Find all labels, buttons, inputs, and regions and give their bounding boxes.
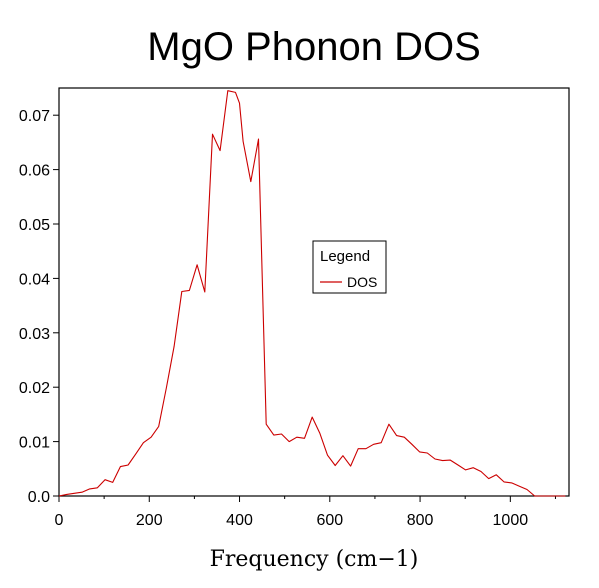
y-tick-label: 0.03 <box>19 326 50 343</box>
x-tick-label: 800 <box>407 512 434 529</box>
x-tick-label: 600 <box>316 512 343 529</box>
x-tick-label: 0 <box>55 512 64 529</box>
y-axis: 0.0 0.01 0.02 0.03 0.04 0.05 0.06 0.07 <box>19 108 59 506</box>
x-tick-label: 1000 <box>493 512 529 529</box>
y-tick-label: 0.07 <box>19 108 50 125</box>
legend-box <box>312 240 387 294</box>
series-layer <box>58 90 566 497</box>
legend-title: Legend <box>320 248 370 265</box>
series-line-dos <box>58 90 566 497</box>
x-axis-label: Frequency (cm−1) <box>210 547 419 572</box>
x-tick-label: 400 <box>226 512 253 529</box>
y-tick-label: 0.06 <box>19 163 50 180</box>
y-tick-label: 0.05 <box>19 217 50 234</box>
legend: Legend DOS <box>312 240 387 294</box>
y-tick-label: 0.02 <box>19 380 50 397</box>
x-axis: 0 200 400 600 800 1000 <box>55 496 556 529</box>
chart-title: MgO Phonon DOS <box>147 25 481 69</box>
y-tick-label: 0.04 <box>19 271 50 288</box>
legend-entry-dos: DOS <box>347 274 377 290</box>
y-tick-label: 0.01 <box>19 435 50 452</box>
y-tick-label: 0.0 <box>28 489 50 506</box>
plot-frame <box>58 87 570 497</box>
x-tick-label: 200 <box>136 512 163 529</box>
